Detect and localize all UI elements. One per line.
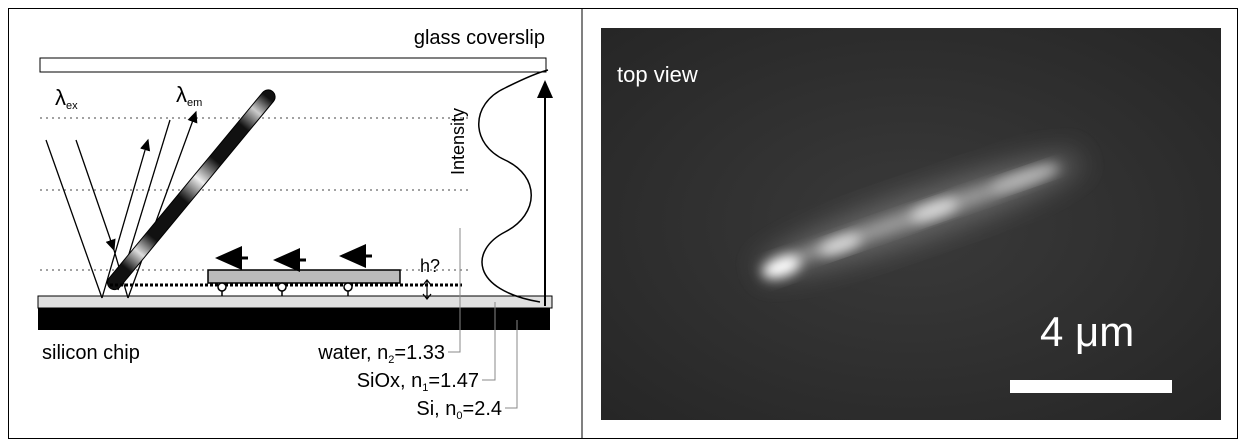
shape <box>344 283 352 291</box>
label-part: SiOx, n <box>357 370 423 392</box>
silicon-layer <box>38 308 550 330</box>
shape <box>46 140 102 298</box>
shape <box>278 283 286 291</box>
label-part: λ <box>176 82 187 107</box>
chip-label: silicon chip <box>42 342 140 364</box>
si-label: Si, n0=2.4 <box>416 398 502 422</box>
oxide-layer <box>38 296 552 308</box>
shape <box>505 320 517 408</box>
emission-label: λem <box>176 82 202 109</box>
figure: glass coverslip λex λem <box>0 0 1246 439</box>
label-part: ex <box>66 100 78 112</box>
interference-planes <box>40 118 470 270</box>
coverslip-label: glass coverslip <box>414 27 545 49</box>
scale-bar <box>1010 380 1172 393</box>
height-label: h? <box>420 256 440 276</box>
shape <box>448 228 460 352</box>
height-arrow <box>423 280 431 299</box>
siox-label: SiOx, n1=1.47 <box>357 370 479 394</box>
label-part: λ <box>55 85 66 110</box>
label-part: =1.33 <box>394 342 445 364</box>
micrograph: top view 4 μm <box>601 28 1221 420</box>
excitation-label: λex <box>55 85 78 112</box>
intensity-label: Intensity <box>448 108 468 175</box>
label-part: =1.47 <box>428 370 479 392</box>
intensity-curve <box>479 70 548 302</box>
lying-rod <box>208 270 400 283</box>
label-part: =2.4 <box>463 398 502 420</box>
scale-label: 4 μm <box>1040 308 1134 355</box>
shape <box>218 283 226 291</box>
label-part: em <box>187 97 202 109</box>
label-part: Si, n <box>416 398 456 420</box>
coverslip <box>40 58 546 72</box>
diagram: glass coverslip λex λem <box>38 27 552 422</box>
water-label: water, n2=1.33 <box>317 342 445 366</box>
view-label: top view <box>617 62 698 87</box>
motion-arrows <box>218 256 372 260</box>
shape <box>76 140 114 250</box>
label-part: water, n <box>317 342 388 364</box>
